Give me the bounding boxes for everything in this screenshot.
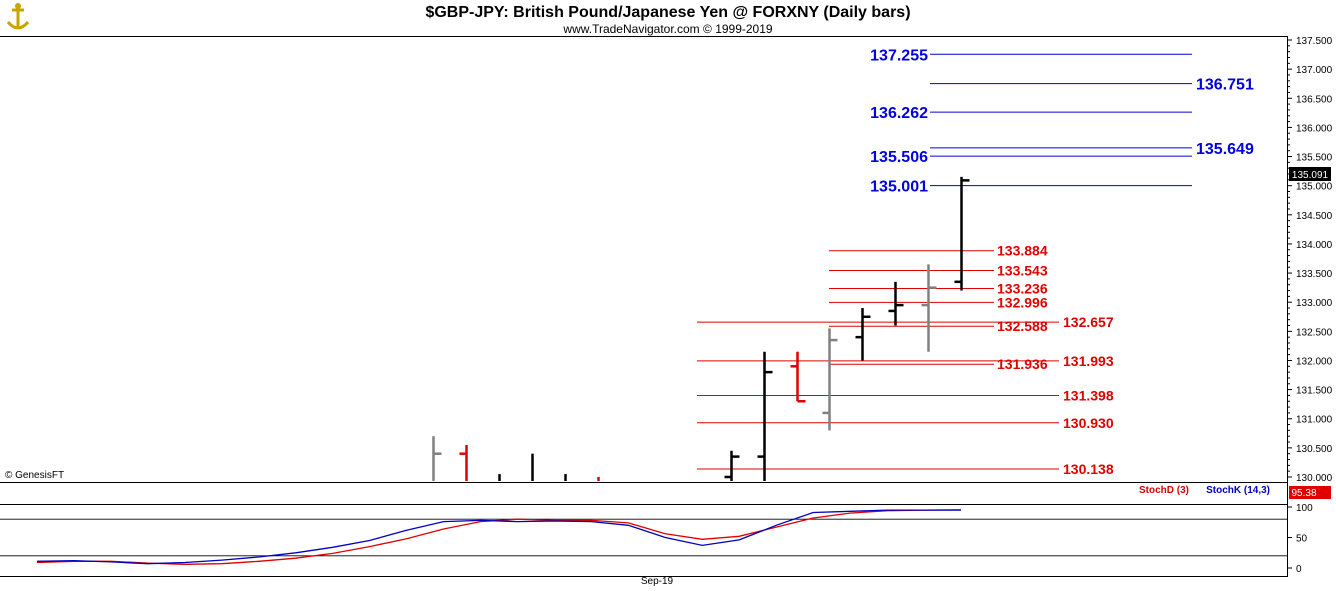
price-tick-label: 133.000 <box>1296 298 1333 309</box>
price-levels: 137.255 136.751 136.262 135.649 135.506 135.0… <box>697 47 1254 477</box>
red-level-label: 131.936 <box>997 356 1048 372</box>
red-level-label: 133.236 <box>997 280 1048 296</box>
price-tick-label: 136.000 <box>1296 123 1333 134</box>
stoch-last-box <box>1289 486 1331 499</box>
price-tick-label: 130.500 <box>1296 444 1333 455</box>
price-tick-label: 136.500 <box>1296 94 1333 105</box>
legend-stochD: StochD (3) <box>1139 485 1189 496</box>
price-tick-label: 135.000 <box>1296 182 1333 193</box>
logo-anchor-icon <box>2 2 34 34</box>
price-tick-label: 134.000 <box>1296 240 1333 251</box>
red-level-label: 130.138 <box>1063 461 1114 477</box>
price-tick-label: 132.000 <box>1296 356 1333 367</box>
red-level-label: 130.930 <box>1063 415 1114 431</box>
red-level-label: 131.993 <box>1063 353 1114 369</box>
red-level-label: 131.398 <box>1063 388 1114 404</box>
stoch-axis: 100 50 0 <box>0 503 1313 575</box>
blue-level-label: 135.649 <box>1196 141 1254 158</box>
stoch-tick-label: 100 <box>1296 503 1313 514</box>
red-level-label: 133.884 <box>997 243 1048 259</box>
price-tick-label: 131.500 <box>1296 386 1333 397</box>
last-price-box <box>1289 167 1331 181</box>
stoch-tick-label: 50 <box>1296 534 1308 545</box>
price-tick-label: 130.000 <box>1296 473 1333 484</box>
legend-stochK: StochK (14,3) <box>1206 485 1270 496</box>
blue-level-label: 135.001 <box>870 179 928 196</box>
red-level-label: 133.543 <box>997 263 1048 279</box>
red-level-label: 132.657 <box>1063 314 1114 330</box>
price-tick-label: 137.000 <box>1296 65 1333 76</box>
price-tick-label: 131.000 <box>1296 415 1333 426</box>
stoch-series-line <box>36 509 961 565</box>
price-tick-label: 137.500 <box>1296 36 1333 47</box>
chart-title: $GBP-JPY: British Pound/Japanese Yen @ F… <box>425 4 910 21</box>
watermark: © GenesisFT <box>5 470 64 481</box>
price-tick-label: 135.500 <box>1296 153 1333 164</box>
blue-level-label: 136.262 <box>870 105 928 122</box>
blue-level-label: 136.751 <box>1196 77 1254 94</box>
stoch-lines <box>36 509 962 565</box>
price-axis: 137.500 137.000 136.500 136.000 135.500 135.0… <box>1287 36 1333 484</box>
stoch-last-label: 95.38 <box>1291 488 1316 499</box>
blue-level-label: 135.506 <box>870 149 928 166</box>
price-bars <box>432 176 970 481</box>
price-tick-label: 133.500 <box>1296 269 1333 280</box>
red-level-label: 132.588 <box>997 318 1048 334</box>
chart-subtitle: www.TradeNavigator.com © 1999-2019 <box>562 22 772 36</box>
stochastic-panel: 100 50 0 StochD (3) StochK (14,3) 95.38 Se… <box>0 485 1331 587</box>
red-level-label: 132.996 <box>997 294 1048 310</box>
price-tick-label: 134.500 <box>1296 211 1333 222</box>
price-tick-label: 132.500 <box>1296 327 1333 338</box>
x-axis-label: Sep-19 <box>641 576 674 587</box>
stoch-tick-label: 0 <box>1296 564 1302 575</box>
blue-level-label: 137.255 <box>870 47 928 64</box>
last-price-label: 135.091 <box>1292 170 1329 181</box>
price-panel: 137.500 137.000 136.500 136.000 135.500 135.0… <box>0 36 1333 577</box>
